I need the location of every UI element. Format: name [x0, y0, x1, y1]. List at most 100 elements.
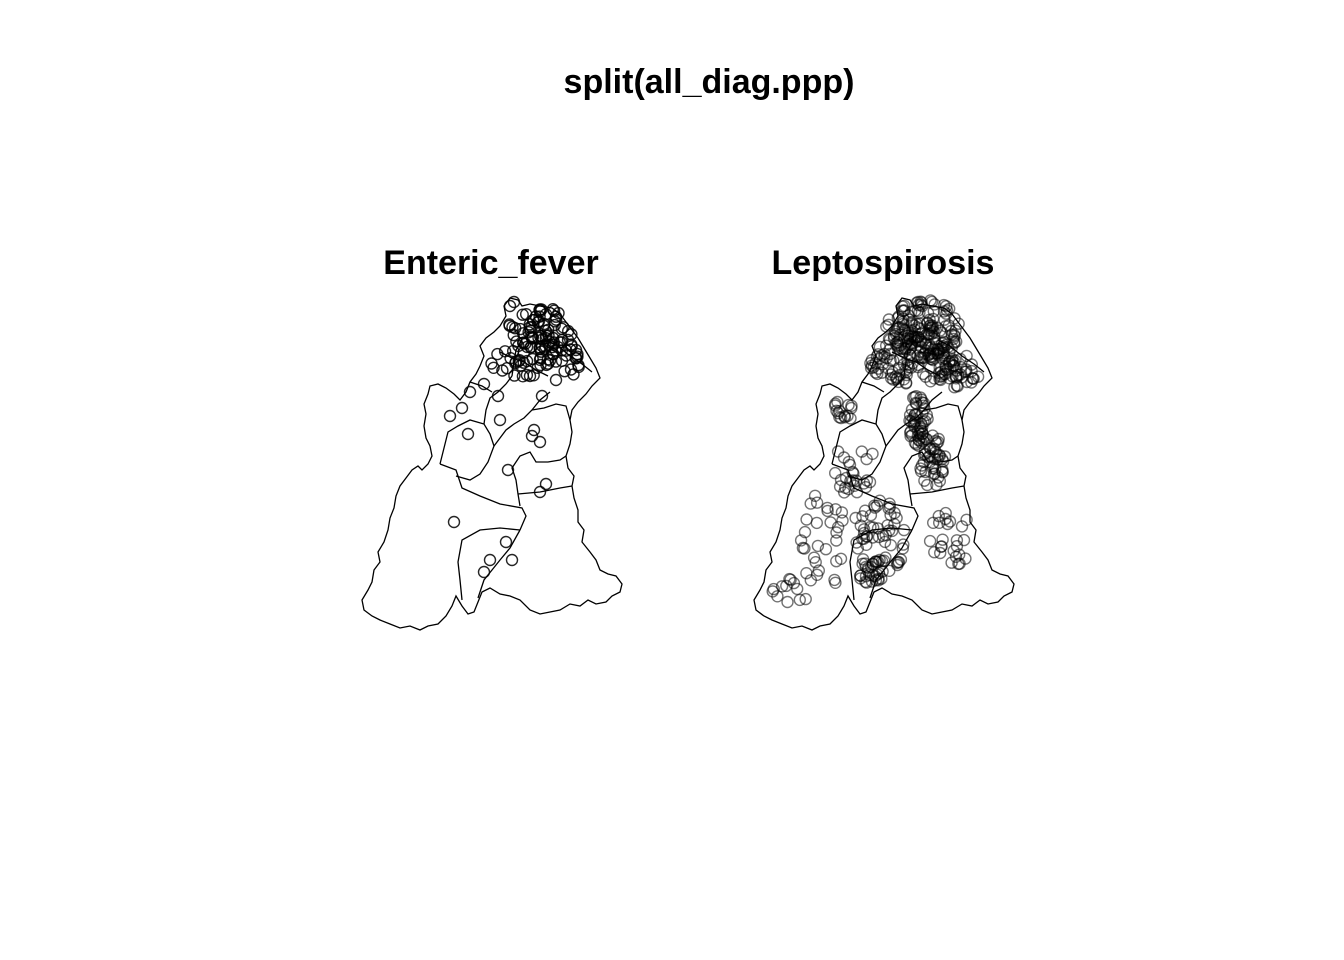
case-point: [548, 315, 561, 328]
case-point: [547, 348, 560, 361]
case-point: [493, 413, 507, 427]
case-point: [555, 354, 569, 367]
case-point: [940, 304, 954, 317]
case-point: [918, 347, 932, 360]
case-point: [860, 530, 873, 543]
case-point: [860, 576, 873, 589]
case-point: [830, 555, 843, 568]
case-point: [546, 303, 560, 316]
case-point: [928, 467, 941, 480]
case-point: [846, 465, 859, 479]
case-point: [916, 335, 929, 349]
case-point: [959, 552, 972, 565]
case-point: [928, 298, 941, 311]
case-point: [884, 539, 897, 552]
case-point: [539, 477, 553, 491]
district-boundary: [457, 527, 521, 601]
case-point: [904, 426, 917, 439]
case-point: [771, 590, 784, 603]
case-point: [866, 531, 879, 544]
case-point: [954, 360, 967, 374]
case-point: [856, 510, 869, 523]
case-point: [865, 359, 878, 372]
case-point: [548, 318, 561, 332]
case-point: [527, 423, 541, 437]
case-point: [833, 480, 847, 493]
case-point: [784, 573, 797, 586]
case-point: [906, 412, 920, 425]
case-point: [830, 534, 843, 547]
case-point: [830, 526, 843, 539]
case-point: [508, 369, 521, 382]
case-point: [872, 362, 885, 375]
case-point: [798, 542, 811, 555]
case-point: [811, 539, 825, 553]
case-point: [487, 361, 500, 374]
case-point: [917, 399, 930, 412]
case-point: [880, 320, 893, 333]
case-point: [549, 373, 563, 387]
case-point: [924, 321, 937, 335]
case-point: [879, 528, 892, 542]
case-point: [953, 548, 966, 561]
case-point: [850, 536, 863, 549]
case-point: [524, 330, 538, 343]
case-point: [918, 444, 932, 457]
case-point: [923, 534, 937, 548]
case-point: [857, 477, 871, 490]
case-point: [787, 576, 801, 590]
case-point: [503, 318, 516, 331]
case-point: [506, 320, 519, 334]
case-point: [507, 295, 521, 309]
case-point: [866, 557, 879, 571]
district-boundary: [511, 451, 567, 507]
case-point: [499, 535, 513, 549]
panel-enteric-fever: Enteric_fever: [361, 244, 623, 631]
case-point: [564, 363, 578, 376]
case-point: [952, 317, 965, 330]
district-boundary: [861, 381, 885, 393]
case-point: [967, 372, 980, 385]
case-point: [921, 478, 934, 492]
case-point: [873, 352, 886, 365]
case-point: [938, 313, 951, 326]
case-point: [908, 332, 921, 346]
case-point: [859, 560, 873, 574]
case-point: [505, 553, 519, 567]
case-point: [917, 367, 930, 381]
case-point: [517, 336, 530, 350]
case-point: [932, 509, 945, 523]
case-point: [491, 389, 505, 403]
case-point: [854, 572, 867, 585]
case-point: [800, 567, 813, 580]
case-point: [873, 340, 886, 354]
case-point: [523, 369, 537, 383]
case-point: [884, 368, 898, 381]
district-boundary: [903, 451, 959, 507]
case-point: [866, 447, 879, 460]
case-point: [960, 375, 973, 389]
case-point: [842, 482, 855, 496]
case-point: [549, 355, 563, 368]
case-point: [896, 300, 909, 313]
case-point: [455, 401, 469, 415]
case-point: [965, 364, 978, 378]
case-point: [891, 335, 904, 349]
case-point: [923, 455, 937, 469]
case-point: [943, 302, 956, 315]
case-point: [875, 349, 889, 362]
case-point: [447, 515, 461, 529]
case-point: [897, 538, 910, 551]
case-point: [872, 574, 885, 587]
case-point: [910, 390, 923, 403]
district-boundary: [531, 403, 571, 421]
case-point: [848, 479, 861, 492]
case-point: [905, 317, 918, 331]
case-point: [924, 294, 937, 307]
case-point: [477, 377, 491, 391]
case-point: [824, 516, 837, 529]
case-point: [917, 347, 930, 361]
case-point: [943, 355, 956, 368]
case-point: [501, 463, 515, 477]
